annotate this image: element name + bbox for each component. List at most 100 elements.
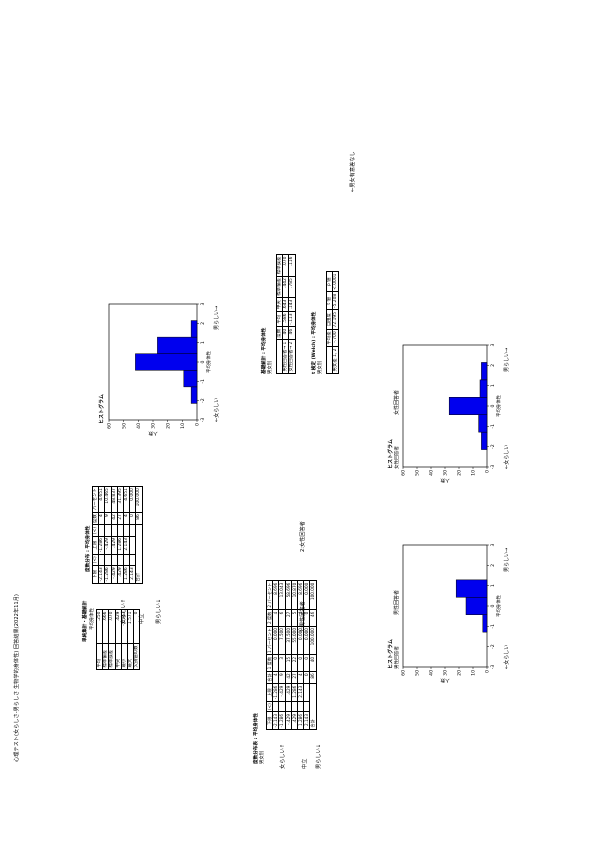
histogram-female: ヒストグラム 女性回答者 女性回答者 0 10 20 30 40 50 60 -3 -2 -1 0 1…: [387, 343, 510, 484]
histogram-bar: [183, 370, 198, 388]
freq-gender-subtitle: 男女別: [260, 750, 265, 764]
histogram-bar: [157, 336, 198, 354]
x-tick-label: -2: [490, 444, 496, 449]
y-tick-label: 50: [121, 423, 127, 429]
x-tick-label: 2: [490, 564, 496, 567]
y-tick-label: 50: [415, 670, 421, 676]
x-tick-label: 3: [490, 343, 496, 346]
y-tick-label: 40: [136, 423, 142, 429]
y-tick-label: 0: [485, 670, 491, 673]
x-axis-label: 平均身体性: [205, 350, 212, 373]
table-total-row: 合計 86 100.000: [135, 486, 143, 584]
right-direction-label: 男らしい→: [214, 306, 220, 330]
summary-title: 単純集計・基礎統計: [83, 600, 88, 642]
x-tick-label: -1: [490, 424, 496, 429]
x-tick-label: 2: [200, 322, 206, 325]
histogram-bar: [481, 362, 488, 381]
x-axis-label: 平均身体性: [495, 594, 502, 617]
freq-all-table: 下限 (<) 上限 (<) 度数 パーセント -2.143 -1.286 4 4.651 -…: [92, 486, 143, 584]
y-tick-label: 0: [195, 423, 201, 426]
table-total-row: 合計 86 40 100.000 46 100.000: [309, 580, 317, 730]
table-row: 女性回答者→ 2 46 -.113.143.785.116: [288, 254, 296, 374]
chart-sub2: 男性回答者: [393, 646, 400, 669]
ttest-subtitle: 男女別: [318, 360, 323, 374]
x-tick-label: 3: [490, 543, 496, 546]
y-tick-label: 10: [180, 423, 186, 429]
freq-gender-table: 下限 (<) 上限 合計 1 度数 1 パーセント 2 度数 2 パーセント -2.143…: [266, 580, 317, 730]
scale-fem-label: 女らしい↑: [121, 598, 127, 624]
gender-scale-fem: 女らしい↑: [280, 743, 286, 769]
x-tick-label: -3: [490, 665, 496, 670]
histogram-male: ヒストグラム 男性回答者 男性回答者 0 10 20 30 40 50 60 -3 -2 -1 0 1…: [387, 543, 510, 684]
y-tick-label: 30: [443, 670, 449, 676]
histogram-bar: [479, 379, 488, 398]
x-tick-label: -3: [200, 418, 206, 423]
x-tick-label: 0: [490, 404, 496, 407]
y-tick-label: 60: [401, 670, 407, 676]
table-row: 男女差 1, 2 -.700 72.195 -5.208 <.0001: [332, 271, 339, 374]
ttest-stats-subtitle: 男女別: [268, 360, 273, 374]
histogram-bar: [135, 353, 198, 371]
x-tick-label: 2: [490, 364, 496, 367]
ttest-verdict: ←男女有意差なし: [350, 151, 356, 192]
right-direction-label: 男らしい→: [504, 548, 510, 572]
y-tick-label: 20: [165, 423, 171, 429]
x-tick-label: -3: [490, 465, 496, 470]
y-tick-label: 0: [485, 470, 491, 473]
histogram-bar: [455, 579, 488, 598]
y-tick-label: 30: [151, 423, 157, 429]
x-tick-label: -2: [490, 644, 496, 649]
y-axis-label: 人数: [440, 677, 450, 684]
histogram-bar: [190, 320, 198, 338]
x-tick-label: 1: [490, 384, 496, 387]
y-tick-label: 60: [401, 470, 407, 476]
chart-title: 男性回答者: [393, 590, 400, 615]
histogram-bar: [478, 414, 488, 433]
y-tick-label: 10: [471, 470, 477, 476]
y-axis-label: 人数: [440, 477, 450, 484]
y-tick-label: 40: [429, 670, 435, 676]
y-tick-label: 60: [107, 423, 113, 429]
left-direction-label: ←女らしい: [503, 445, 510, 469]
gender-stats-table: 度数 平均 中央 標準偏差 標準誤差 男性回答者→ 1 40.586.643.442.07…: [276, 254, 296, 374]
left-direction-label: ←女らしい: [503, 645, 510, 669]
chart-sub1: ヒストグラム: [387, 639, 394, 669]
scale-masc-label: 男らしい↓: [156, 598, 162, 624]
x-tick-label: 0: [200, 360, 206, 363]
right-direction-label: 男らしい→: [504, 348, 510, 372]
x-tick-label: 3: [200, 302, 206, 305]
histogram-bar: [190, 386, 198, 404]
group2-label: 2:女性回答者: [300, 521, 306, 552]
x-tick-label: 0: [490, 604, 496, 607]
x-tick-label: -2: [200, 398, 206, 403]
y-tick-label: 50: [415, 470, 421, 476]
histogram-bar: [482, 614, 488, 633]
stat-label: 欠損値の数: [133, 643, 140, 670]
chart-title: ヒストグラム: [98, 394, 105, 424]
x-tick-label: -1: [490, 624, 496, 629]
gender-scale-masc: 男らしい↓: [316, 743, 322, 769]
left-direction-label: ←女らしい: [213, 398, 220, 422]
histogram-bar: [481, 431, 488, 450]
document-title: 心理テスト(女らしさ-男らしさ 生物学的身体性) 回答結果(2022年11月): [14, 594, 20, 762]
y-tick-label: 30: [443, 470, 449, 476]
x-axis-label: 平均身体性: [495, 394, 502, 417]
histogram-bar: [448, 397, 488, 415]
x-tick-label: -1: [200, 379, 206, 384]
gender-scale-mid: 中立: [302, 758, 308, 769]
y-tick-label: 20: [457, 470, 463, 476]
col-header: パーセント: [92, 486, 99, 513]
y-tick-label: 40: [429, 470, 435, 476]
chart-title: 女性回答者: [393, 390, 400, 415]
y-axis-label: 人数: [148, 430, 158, 437]
histogram-bar: [465, 597, 488, 615]
chart-sub1: ヒストグラム: [387, 439, 394, 469]
chart-sub2: 女性回答者: [393, 446, 400, 469]
y-tick-label: 20: [457, 670, 463, 676]
